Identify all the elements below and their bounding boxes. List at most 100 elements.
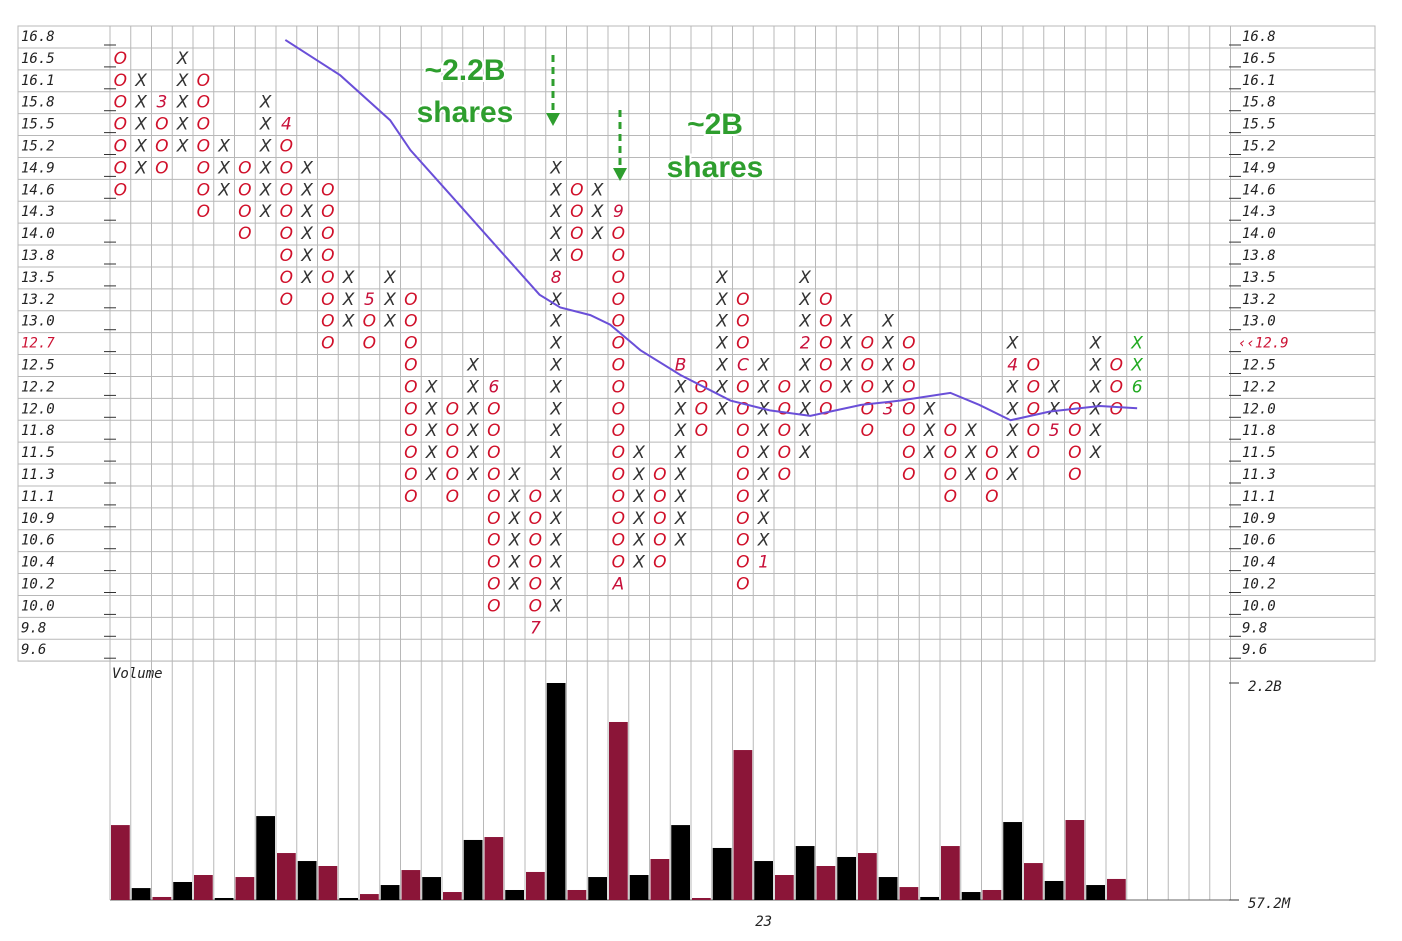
pnf-box: O: [612, 334, 625, 354]
pnf-box: O: [653, 553, 666, 573]
pnf-box: O: [280, 202, 293, 222]
annotation-text: ~2.2B: [425, 54, 506, 87]
pnf-box: O: [736, 509, 749, 529]
y-tick-label: 9.8: [21, 620, 46, 636]
pnf-box: X: [549, 312, 562, 332]
pnf-box: X: [1089, 399, 1102, 419]
pnf-box: X: [176, 49, 189, 69]
pnf-box: O: [529, 509, 542, 529]
pnf-box: O: [446, 487, 459, 507]
pnf-box: O: [114, 49, 127, 69]
pnf-box: X: [300, 180, 313, 200]
pnf-box: O: [280, 246, 293, 266]
volume-bar: [816, 865, 836, 900]
y-tick-label: 14.3: [1242, 204, 1276, 220]
volume-bar: [173, 881, 192, 900]
pnf-box: O: [1110, 377, 1123, 397]
y-tick-label: 10.6: [21, 533, 55, 549]
volume-bar: [692, 897, 711, 900]
y-tick-label: 10.4: [1242, 555, 1276, 571]
pnf-box: O: [612, 377, 625, 397]
pnf-box: X: [881, 312, 894, 332]
pnf-box: O: [736, 553, 749, 573]
y-tick-label: 10.6: [1242, 533, 1276, 549]
pnf-box: X: [549, 531, 562, 551]
y-tick-label: 13.8: [1242, 248, 1276, 264]
pnf-box: O: [114, 158, 127, 178]
y-tick-label: 13.5: [1242, 270, 1276, 286]
pnf-box: X: [176, 115, 189, 135]
volume-bar: [401, 870, 421, 900]
pnf-box: X: [1089, 334, 1102, 354]
y-tick-label: 11.1: [21, 489, 55, 505]
pnf-box: O: [238, 180, 251, 200]
volume-bar: [546, 683, 566, 900]
pnf-box: X: [591, 180, 604, 200]
pnf-box: X: [674, 465, 687, 485]
pnf-box: X: [134, 115, 147, 135]
y-tick-label: 15.8: [21, 95, 55, 111]
volume-bar: [1086, 885, 1105, 900]
pnf-box: X: [425, 377, 438, 397]
volume-bar: [297, 861, 317, 900]
volume-bar: [256, 816, 275, 900]
pnf-box: O: [404, 377, 417, 397]
pnf-box: X: [674, 377, 687, 397]
pnf-box: X: [383, 312, 396, 332]
y-tick-label: 12.0: [21, 401, 55, 417]
pnf-box: O: [778, 465, 791, 485]
pnf-box: O: [985, 465, 998, 485]
pnf-box: X: [549, 334, 562, 354]
pnf-box: X: [674, 531, 687, 551]
pnf-box: X: [176, 93, 189, 113]
pnf-box: O: [1027, 443, 1040, 463]
y-tick-label: 13.0: [1242, 314, 1276, 330]
pnf-box: X: [674, 487, 687, 507]
pnf-box: O: [280, 268, 293, 288]
pnf-box: X: [300, 202, 313, 222]
pnf-box: X: [508, 531, 521, 551]
volume-label: Volume: [112, 666, 163, 682]
pnf-box: X: [549, 421, 562, 441]
pnf-box: O: [1068, 443, 1081, 463]
pnf-box: X: [591, 224, 604, 244]
pnf-box: X: [881, 377, 894, 397]
pnf-box: O: [861, 334, 874, 354]
pnf-box: O: [487, 399, 500, 419]
pnf-box: O: [321, 312, 334, 332]
y-tick-label: 15.2: [21, 139, 55, 155]
pnf-box: X: [1006, 377, 1019, 397]
annotation: ~2B shares: [613, 106, 765, 186]
month-marker: 3: [156, 93, 167, 113]
pnf-box: X: [757, 377, 770, 397]
pnf-box: O: [736, 377, 749, 397]
moving-average: [284, 39, 1138, 422]
pnf-box: X: [134, 158, 147, 178]
pnf-box: X: [798, 290, 811, 310]
pnf-box: O: [612, 224, 625, 244]
volume-bar: [1024, 863, 1043, 900]
y-tick-label: 10.9: [21, 511, 55, 527]
pnf-box: X: [342, 312, 355, 332]
pnf-box: O: [944, 421, 957, 441]
y-tick-label: 11.5: [21, 445, 55, 461]
annotation: ~2.2B shares: [415, 52, 560, 131]
pnf-box: X: [1089, 443, 1102, 463]
volume-bar: [463, 839, 483, 900]
pnf-box: O: [985, 487, 998, 507]
month-marker: 5: [1049, 421, 1060, 441]
pnf-box: X: [674, 421, 687, 441]
pnf-box: O: [1110, 399, 1123, 419]
